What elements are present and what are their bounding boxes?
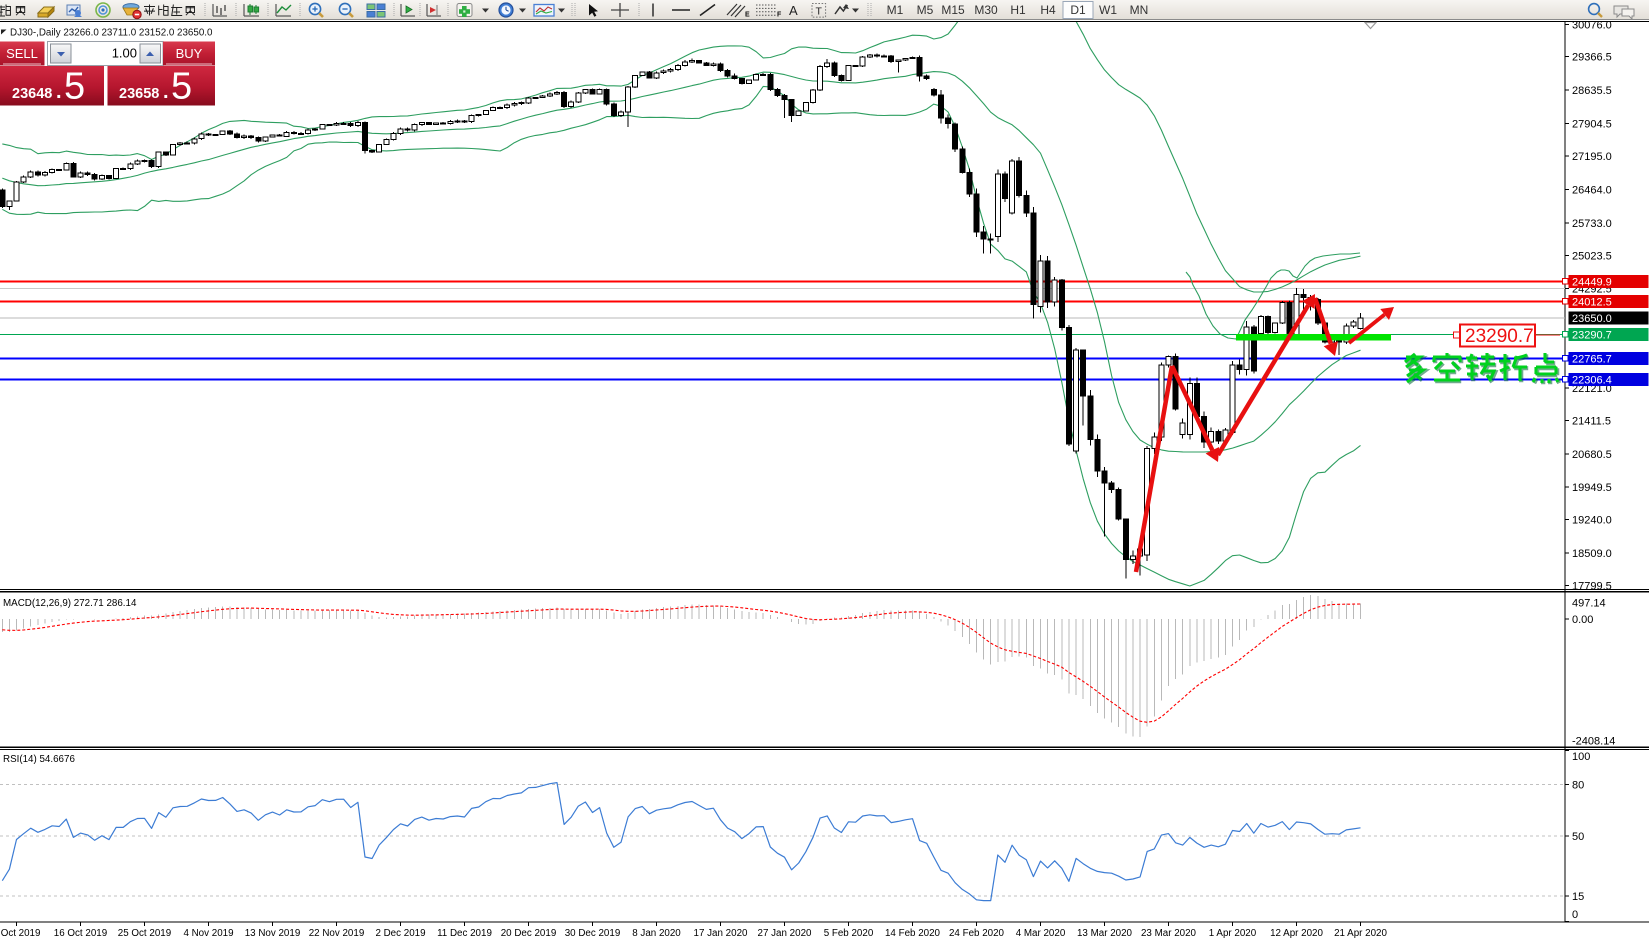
svg-text:M1: M1 (887, 3, 904, 17)
svg-text:23658: 23658 (119, 86, 159, 102)
svg-text:M15: M15 (941, 3, 965, 17)
svg-text:21411.5: 21411.5 (1572, 415, 1611, 427)
svg-text:5: 5 (64, 66, 85, 108)
svg-text:26464.0: 26464.0 (1572, 184, 1612, 196)
svg-text:23 Mar 2020: 23 Mar 2020 (1141, 928, 1197, 939)
svg-text:28635.5: 28635.5 (1572, 85, 1612, 97)
svg-text:13 Nov 2019: 13 Nov 2019 (245, 928, 301, 939)
svg-text:13 Mar 2020: 13 Mar 2020 (1077, 928, 1133, 939)
svg-text:23290.7: 23290.7 (1572, 330, 1612, 342)
svg-text:27904.5: 27904.5 (1572, 119, 1612, 131)
svg-text:24012.5: 24012.5 (1572, 297, 1612, 309)
svg-text:5: 5 (171, 66, 192, 108)
svg-text:.: . (163, 81, 169, 103)
svg-text:SELL: SELL (6, 46, 38, 61)
svg-text:T: T (816, 6, 823, 18)
svg-text:-2408.14: -2408.14 (1572, 736, 1615, 748)
svg-text:80: 80 (1572, 780, 1584, 792)
svg-text:H1: H1 (1010, 3, 1026, 17)
svg-text:25733.0: 25733.0 (1572, 218, 1612, 230)
svg-text:A: A (789, 3, 798, 18)
svg-text:RSI(14) 54.6676: RSI(14) 54.6676 (3, 754, 75, 765)
svg-text:12 Apr 2020: 12 Apr 2020 (1270, 928, 1323, 939)
svg-text:D1: D1 (1070, 3, 1086, 17)
svg-text:23650.0: 23650.0 (1572, 313, 1612, 325)
svg-text:H4: H4 (1040, 3, 1056, 17)
svg-text:7 Oct 2019: 7 Oct 2019 (0, 928, 40, 939)
svg-text:20680.5: 20680.5 (1572, 449, 1612, 461)
svg-text:19949.5: 19949.5 (1572, 482, 1612, 494)
svg-text:20 Dec 2019: 20 Dec 2019 (501, 928, 557, 939)
svg-text:11 Dec 2019: 11 Dec 2019 (437, 928, 492, 939)
svg-text:W1: W1 (1099, 3, 1117, 17)
svg-text:27195.0: 27195.0 (1572, 151, 1612, 163)
svg-text:21 Apr 2020: 21 Apr 2020 (1334, 928, 1387, 939)
svg-text:16 Oct 2019: 16 Oct 2019 (54, 928, 107, 939)
svg-text:15: 15 (1572, 891, 1584, 903)
svg-text:1.00: 1.00 (112, 46, 137, 61)
svg-text:30 Dec 2019: 30 Dec 2019 (565, 928, 621, 939)
svg-text:17799.5: 17799.5 (1572, 581, 1612, 593)
svg-text:23290.7: 23290.7 (1465, 326, 1534, 347)
svg-text:19240.0: 19240.0 (1572, 515, 1612, 527)
svg-text:0.00: 0.00 (1572, 614, 1593, 626)
svg-text:M5: M5 (917, 3, 934, 17)
svg-text:0: 0 (1572, 909, 1578, 921)
svg-text:100: 100 (1572, 751, 1590, 763)
svg-text:M30: M30 (974, 3, 998, 17)
svg-text:5 Feb 2020: 5 Feb 2020 (824, 928, 874, 939)
svg-text:14 Feb 2020: 14 Feb 2020 (885, 928, 941, 939)
svg-text:30076.0: 30076.0 (1572, 19, 1612, 31)
svg-text:25 Oct 2019: 25 Oct 2019 (118, 928, 171, 939)
svg-text:22306.4: 22306.4 (1572, 375, 1612, 387)
svg-text:17 Jan 2020: 17 Jan 2020 (694, 928, 748, 939)
svg-text:23648: 23648 (12, 86, 52, 102)
svg-text:DJ30-,Daily 23266.0 23711.0 2: DJ30-,Daily 23266.0 23711.0 23152.0 2365… (10, 28, 213, 39)
svg-text:BUY: BUY (176, 46, 203, 61)
svg-text:F: F (777, 12, 782, 19)
svg-text:E: E (745, 12, 750, 19)
svg-text:29366.5: 29366.5 (1572, 52, 1612, 64)
svg-text:25023.5: 25023.5 (1572, 250, 1612, 262)
svg-text:4 Mar 2020: 4 Mar 2020 (1016, 928, 1066, 939)
svg-text:24449.9: 24449.9 (1572, 277, 1612, 289)
svg-text:4 Nov 2019: 4 Nov 2019 (183, 928, 233, 939)
svg-text:50: 50 (1572, 831, 1584, 843)
svg-text:24 Feb 2020: 24 Feb 2020 (949, 928, 1005, 939)
svg-text:27 Jan 2020: 27 Jan 2020 (758, 928, 812, 939)
svg-text:1 Apr 2020: 1 Apr 2020 (1209, 928, 1257, 939)
svg-text:MACD(12,26,9) 272.71 286.14: MACD(12,26,9) 272.71 286.14 (3, 598, 137, 609)
svg-text:22 Nov 2019: 22 Nov 2019 (309, 928, 365, 939)
svg-text:18509.0: 18509.0 (1572, 548, 1612, 560)
svg-text:.: . (56, 81, 62, 103)
svg-text:MN: MN (1130, 3, 1149, 17)
svg-text:2 Dec 2019: 2 Dec 2019 (375, 928, 425, 939)
svg-text:497.14: 497.14 (1572, 598, 1606, 610)
svg-text:22765.7: 22765.7 (1572, 354, 1612, 366)
svg-text:8 Jan 2020: 8 Jan 2020 (632, 928, 681, 939)
